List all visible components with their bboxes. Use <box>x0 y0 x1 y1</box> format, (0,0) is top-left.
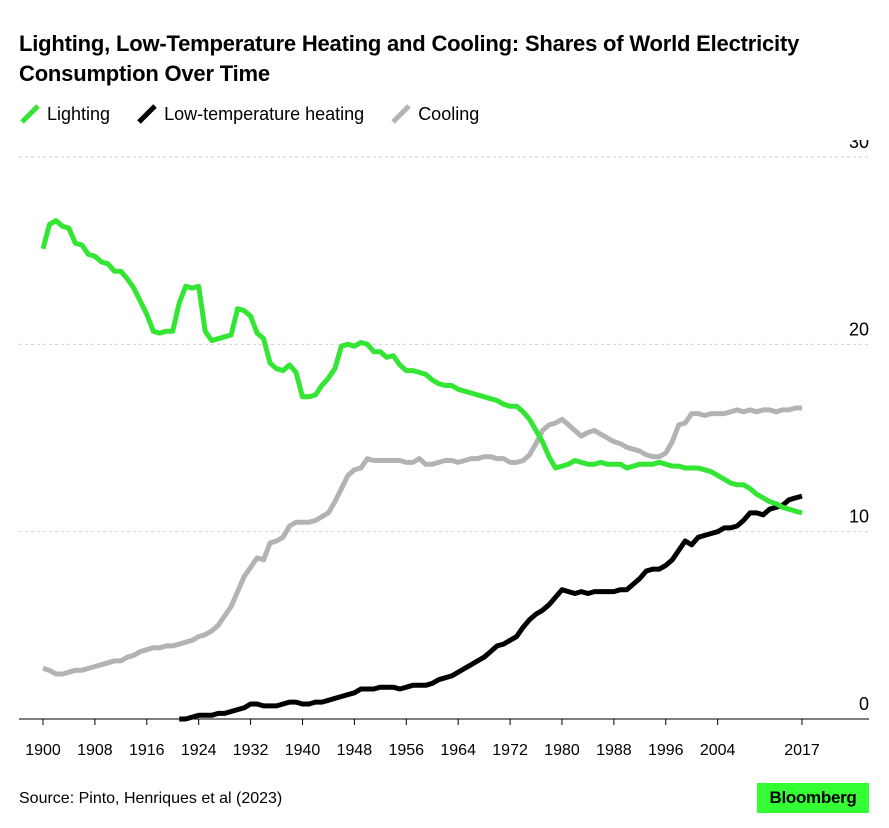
x-tick-label: 1932 <box>233 742 269 759</box>
cooling-swatch-icon <box>391 104 411 124</box>
series-line-lighting <box>40 218 803 516</box>
x-tick-label: 1956 <box>388 742 424 759</box>
x-tick-label: 1980 <box>544 742 580 759</box>
x-tick-label: 1924 <box>181 742 217 759</box>
legend-label-lighting: Lighting <box>47 103 111 124</box>
legend-item-cooling: Cooling <box>390 103 479 125</box>
legend-label-heating: Low-temperature heating <box>164 103 365 124</box>
x-tick-label: 1900 <box>25 742 61 759</box>
series-line-cooling <box>42 405 802 677</box>
x-tick-label: 2017 <box>784 742 820 759</box>
x-tick-label: 1940 <box>285 742 321 759</box>
series-line-low-temperature-heating <box>179 493 803 722</box>
source-note: Source: Pinto, Henriques et al (2023) <box>19 790 283 807</box>
x-tick-label: 1916 <box>129 742 165 759</box>
bloomberg-logo: Bloomberg <box>757 783 869 813</box>
y-tick-label: 0 <box>859 694 869 714</box>
y-tick-label: 20 <box>849 319 869 339</box>
x-tick-label: 1996 <box>648 742 684 759</box>
line-chart: 0 10 20 30 1900 1908 1916 1924 1932 1940 1948 1956 1… <box>19 140 869 759</box>
legend-item-lighting: Lighting <box>19 103 110 125</box>
heating-swatch-icon <box>137 104 157 124</box>
legend-item-heating: Low-temperature heating <box>136 103 364 125</box>
y-tick-label: 30 <box>849 140 869 152</box>
x-tick-label: 1972 <box>492 742 528 759</box>
y-tick-label: 10 <box>849 507 869 527</box>
chart-title: Lighting, Low-Temperature Heating and Co… <box>19 31 800 86</box>
x-tick-label: 2004 <box>700 742 736 759</box>
x-tick-label: 1908 <box>77 742 113 759</box>
lighting-swatch-icon <box>20 104 40 124</box>
x-tick-label: 1964 <box>440 742 476 759</box>
x-tick-label: 1948 <box>337 742 373 759</box>
x-tick-label: 1988 <box>596 742 632 759</box>
legend: Lighting Low-temperature heating Cooling <box>19 101 505 127</box>
legend-label-cooling: Cooling <box>418 103 480 124</box>
